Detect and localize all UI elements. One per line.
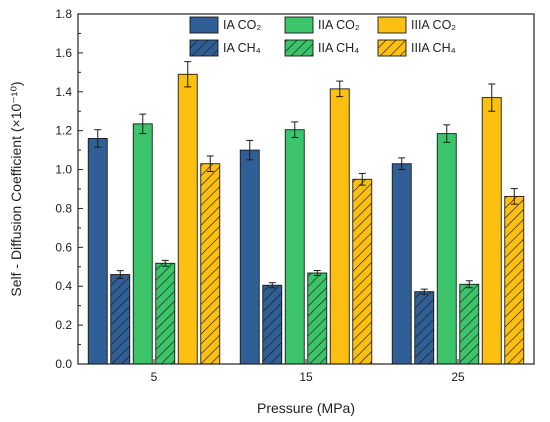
y-tick-label: 1.0	[55, 163, 72, 177]
legend-label: IIA CO₂	[318, 18, 360, 32]
error-bar-25-series-2	[443, 124, 451, 143]
error-bar-25-series-5	[510, 188, 518, 205]
legend-swatch	[377, 16, 407, 34]
y-tick-label: 0.0	[55, 357, 72, 371]
x-axis-title: Pressure (MPa)	[257, 400, 355, 416]
bars-layer	[87, 73, 525, 365]
legend-swatch	[189, 39, 219, 57]
legend-swatch	[189, 16, 219, 34]
legend-label: IA CO₂	[223, 18, 261, 32]
legend-item-series-2: IIA CO₂	[284, 16, 360, 34]
legend-label: IIIA CH₄	[411, 41, 456, 55]
error-bar-15-series-3	[313, 269, 321, 277]
legend-label: IA CH₄	[223, 41, 261, 55]
bar-5-series-2	[132, 123, 153, 365]
y-tick-label: 1.2	[55, 124, 72, 138]
error-bar-15-series-4	[336, 80, 344, 98]
bar-25-series-1	[414, 291, 435, 365]
bar-5-series-4	[177, 73, 198, 365]
error-bar-5-series-0	[94, 129, 102, 148]
error-bar-15-series-5	[358, 172, 366, 186]
y-tick-label: 0.4	[55, 279, 72, 293]
y-tick-label: 0.8	[55, 201, 72, 215]
bar-25-series-4	[481, 97, 502, 365]
legend-item-series-4: IIIA CO₂	[377, 16, 456, 34]
error-bar-25-series-3	[465, 280, 473, 289]
legend: IA CO₂ IIA CO₂ IIIA CO₂ IA CH₄ IIA CH₄ IIIA C…	[189, 16, 456, 57]
error-bar-15-series-2	[291, 121, 299, 138]
x-axis: 5 15 25	[151, 359, 465, 384]
error-bar-5-series-2	[139, 113, 147, 135]
bar-5-series-3	[155, 262, 176, 365]
bar-15-series-0	[239, 149, 260, 365]
legend-item-series-3: IIA CH₄	[284, 39, 359, 57]
bar-15-series-2	[284, 129, 305, 365]
error-bar-5-series-4	[184, 61, 192, 88]
legend-swatch	[377, 39, 407, 57]
bar-15-series-3	[307, 272, 328, 365]
error-bar-15-series-0	[246, 139, 254, 161]
y-axis: 0.0 0.2 0.4 0.6 0.8 1.0 1.2 1.4 1.6 1.8	[55, 7, 83, 371]
legend-item-series-1: IA CH₄	[189, 39, 261, 57]
error-bar-5-series-5	[206, 155, 214, 172]
y-tick-label: 1.8	[55, 7, 72, 21]
bar-25-series-0	[391, 163, 412, 365]
error-bar-25-series-4	[488, 83, 496, 112]
error-bars-layer	[94, 61, 518, 295]
y-tick-label: 1.4	[55, 85, 72, 99]
legend-item-series-0: IA CO₂	[189, 16, 261, 34]
y-tick-label: 0.6	[55, 240, 72, 254]
legend-swatch	[284, 16, 314, 34]
legend-label: IIIA CO₂	[411, 18, 456, 32]
bar-5-series-0	[87, 137, 108, 365]
y-tick-label: 0.2	[55, 318, 72, 332]
bar-15-series-1	[262, 284, 283, 365]
error-bar-25-series-1	[420, 288, 428, 295]
legend-swatch	[284, 39, 314, 57]
x-tick-label: 25	[451, 370, 465, 384]
bar-5-series-5	[200, 163, 221, 365]
error-bar-5-series-1	[116, 270, 124, 279]
bar-25-series-5	[504, 195, 525, 365]
error-bar-15-series-1	[268, 282, 276, 289]
bar-25-series-3	[459, 283, 480, 365]
x-tick-label: 15	[299, 370, 313, 384]
y-axis-title: Self - Diffusion Coefficient (×10⁻¹⁰)	[8, 81, 24, 296]
x-tick-label: 5	[151, 370, 158, 384]
legend-item-series-5: IIIA CH₄	[377, 39, 456, 57]
bar-15-series-5	[352, 178, 373, 365]
legend-label: IIA CH₄	[318, 41, 359, 55]
y-tick-label: 1.6	[55, 46, 72, 60]
bar-15-series-4	[329, 88, 350, 365]
bar-25-series-2	[436, 133, 457, 365]
error-bar-5-series-3	[161, 259, 169, 267]
error-bar-25-series-0	[398, 157, 406, 171]
bar-5-series-1	[110, 274, 131, 365]
